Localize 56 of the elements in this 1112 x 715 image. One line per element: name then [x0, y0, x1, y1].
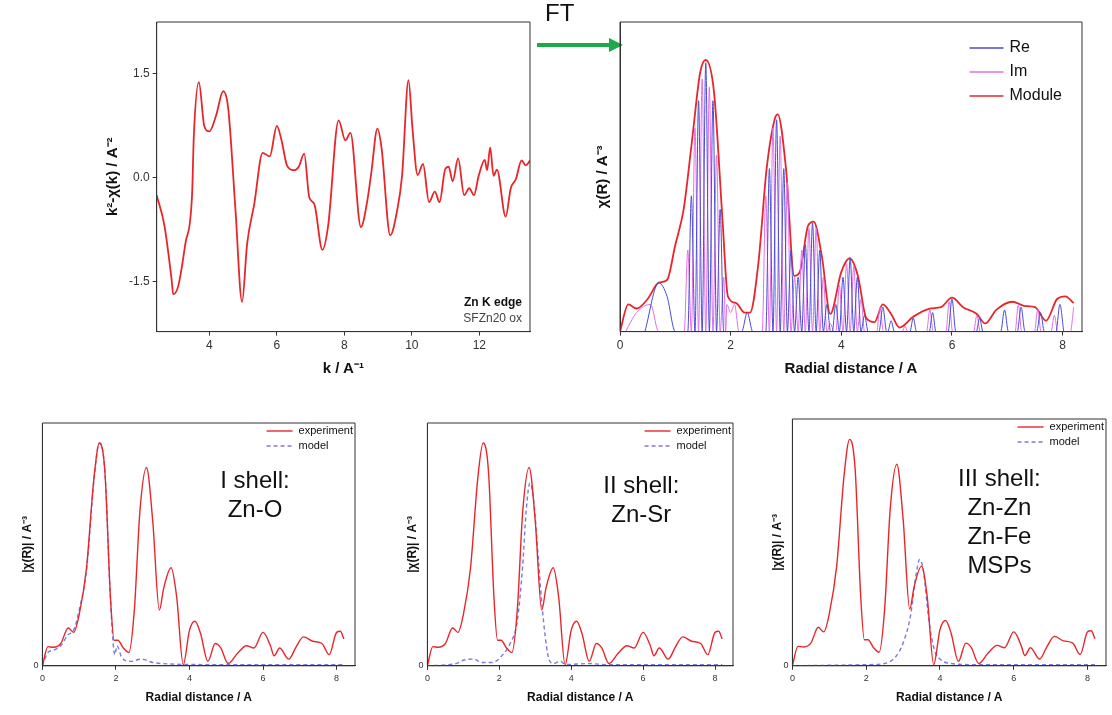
legend-label: model — [1049, 435, 1080, 448]
x-tick-label: 0 — [39, 672, 45, 683]
x-tick-label: 2 — [727, 338, 735, 353]
y-axis-title: |χ(R)| / A⁻³ — [19, 515, 34, 573]
y-axis-title: |χ(R)| / A⁻³ — [769, 513, 784, 571]
text: 0 — [33, 660, 39, 671]
x-tick-label: 10 — [405, 338, 419, 353]
x-tick-label: 6 — [260, 672, 266, 683]
y-tick-label: -1.5 — [128, 274, 150, 289]
annotation: II shell: Zn-Sr — [603, 470, 680, 527]
x-tick-label: 2 — [496, 672, 502, 683]
x-tick-label: 6 — [640, 672, 646, 683]
annotation: I shell: Zn-O — [220, 465, 290, 522]
x-tick-label: 2 — [113, 672, 119, 683]
x-tick-label: 8 — [712, 672, 718, 683]
text: 0 — [418, 660, 424, 671]
text: 0 — [783, 660, 789, 671]
legend-label: Module — [1009, 86, 1063, 104]
y-axis-title: k²-χ(k) / A⁻² — [103, 137, 121, 217]
text: FT — [545, 0, 575, 26]
x-tick-label: 8 — [1059, 338, 1067, 353]
legend-label: experiment — [1049, 420, 1105, 433]
x-tick-label: 4 — [187, 672, 193, 683]
x-tick-label: 6 — [273, 338, 281, 353]
legend-label: experiment — [676, 424, 732, 437]
x-axis-title: Radial distance / A — [784, 359, 918, 377]
y-tick-label: 1.5 — [132, 66, 150, 81]
x-tick-label: 8 — [334, 672, 340, 683]
x-tick-label: 4 — [937, 672, 943, 683]
x-tick-label: 8 — [1085, 672, 1091, 683]
legend-label: model — [676, 439, 707, 452]
x-axis-title: k / A⁻¹ — [322, 359, 364, 377]
legend-label: model — [298, 439, 329, 452]
y-axis-title: χ(R) / A⁻³ — [593, 145, 611, 209]
x-tick-label: 0 — [616, 338, 624, 353]
x-tick-label: 12 — [472, 338, 487, 353]
legend-label: Im — [1009, 62, 1028, 80]
x-tick-label: 0 — [789, 672, 795, 683]
annotation: III shell: Zn-Zn Zn-Fe MSPs — [958, 463, 1041, 578]
y-axis-title: |χ(R)| / A⁻³ — [404, 515, 419, 573]
x-axis-title: Radial distance / A — [527, 690, 634, 705]
x-tick-label: 4 — [837, 338, 845, 353]
y-tick-label: 0.0 — [132, 170, 150, 185]
x-tick-label: 8 — [341, 338, 349, 353]
x-tick-label: 4 — [568, 672, 574, 683]
legend-label: experiment — [298, 424, 354, 437]
x-tick-label: 2 — [863, 672, 869, 683]
annotation: SFZn20 ox — [463, 310, 522, 325]
x-tick-label: 0 — [424, 672, 430, 683]
x-tick-label: 6 — [1011, 672, 1017, 683]
x-tick-label: 6 — [948, 338, 956, 353]
x-axis-title: Radial distance / A — [145, 690, 253, 705]
x-axis-title: Radial distance / A — [896, 690, 1003, 705]
annotation: Zn K edge — [463, 294, 523, 309]
x-tick-label: 4 — [205, 338, 213, 353]
legend-label: Re — [1009, 38, 1031, 56]
